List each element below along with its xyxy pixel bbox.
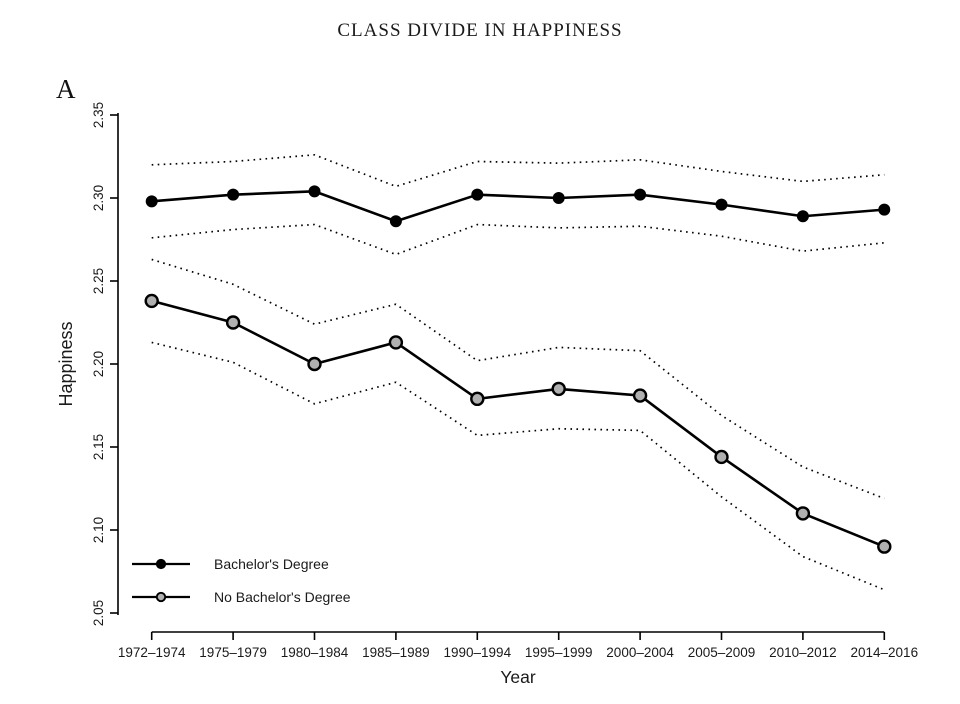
data-point-marker: [470, 391, 485, 407]
x-tick-label: 2000–2004: [606, 645, 674, 660]
data-point-marker: [388, 335, 404, 350]
data-point-marker: [877, 539, 892, 554]
x-tick-label: 1985–1989: [362, 645, 430, 660]
legend-marker: [155, 558, 167, 570]
data-point-marker: [144, 293, 159, 309]
y-tick-label: 2.10: [91, 517, 106, 543]
data-point-marker: [307, 356, 322, 372]
data-point-marker: [551, 381, 566, 397]
y-tick-label: 2.25: [91, 268, 106, 294]
data-point-marker: [632, 388, 648, 403]
legend-label: No Bachelor's Degree: [214, 589, 351, 605]
data-point-marker: [552, 192, 565, 205]
legend-marker: [155, 591, 167, 603]
x-tick-label: 2010–2012: [769, 645, 837, 660]
ci-upper-band: [151, 153, 885, 188]
legend-label: Bachelor's Degree: [214, 556, 329, 572]
x-tick-label: 1972–1974: [118, 645, 186, 660]
y-tick-label: 2.05: [91, 600, 106, 626]
y-axis-title: Happiness: [56, 321, 76, 406]
x-axis-title: Year: [500, 667, 536, 687]
y-tick-label: 2.30: [91, 185, 106, 211]
x-tick-label: 1990–1994: [444, 645, 512, 660]
data-point-marker: [308, 185, 321, 198]
data-point-marker: [795, 506, 811, 521]
data-point-marker: [715, 198, 728, 211]
chart-title: CLASS DIVIDE IN HAPPINESS: [337, 20, 623, 41]
data-point-marker: [634, 188, 647, 201]
data-point-marker: [796, 210, 809, 223]
data-point-marker: [471, 188, 484, 201]
series-line: [151, 299, 885, 548]
x-tick-label: 1995–1999: [525, 645, 593, 660]
ci-upper-band: [151, 258, 885, 500]
x-tick-label: 2014–2016: [851, 645, 919, 660]
series-line: [151, 190, 885, 223]
data-point-marker: [227, 188, 240, 201]
data-point-marker: [714, 449, 729, 465]
y-tick-label: 2.35: [91, 102, 106, 128]
data-point-marker: [145, 195, 158, 208]
ci-lower-band: [151, 341, 885, 591]
y-tick-label: 2.20: [91, 351, 106, 377]
data-point-marker: [878, 203, 891, 216]
x-tick-label: 2005–2009: [688, 645, 756, 660]
x-tick-label: 1975–1979: [199, 645, 267, 660]
panel-label-a: A: [56, 74, 76, 104]
data-point-marker: [389, 215, 402, 228]
x-tick-label: 1980–1984: [281, 645, 349, 660]
data-point-marker: [225, 315, 241, 330]
y-tick-label: 2.15: [91, 434, 106, 460]
ci-lower-band: [151, 223, 885, 256]
